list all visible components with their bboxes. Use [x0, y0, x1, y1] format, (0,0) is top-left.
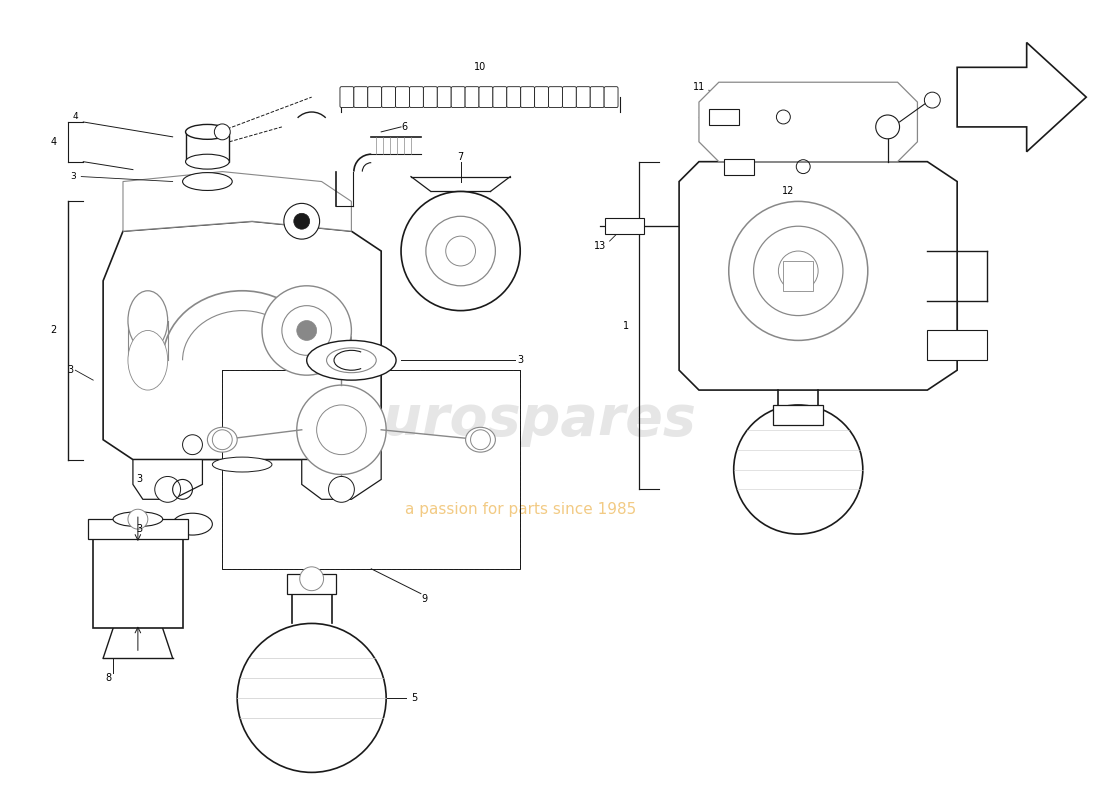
Text: 3: 3 — [517, 355, 524, 366]
FancyBboxPatch shape — [520, 86, 535, 107]
FancyBboxPatch shape — [724, 158, 754, 174]
Circle shape — [155, 477, 180, 502]
FancyBboxPatch shape — [465, 86, 478, 107]
Circle shape — [924, 92, 940, 108]
FancyBboxPatch shape — [367, 86, 382, 107]
Text: 11: 11 — [693, 82, 705, 92]
FancyBboxPatch shape — [186, 132, 229, 162]
FancyBboxPatch shape — [451, 86, 465, 107]
FancyBboxPatch shape — [382, 86, 396, 107]
FancyBboxPatch shape — [424, 86, 438, 107]
FancyBboxPatch shape — [409, 86, 424, 107]
Circle shape — [299, 567, 323, 590]
Circle shape — [402, 191, 520, 310]
Text: 3: 3 — [67, 366, 74, 375]
FancyBboxPatch shape — [783, 261, 813, 290]
FancyBboxPatch shape — [562, 86, 576, 107]
FancyBboxPatch shape — [708, 109, 739, 125]
FancyBboxPatch shape — [576, 86, 591, 107]
Text: 3: 3 — [136, 474, 143, 485]
Polygon shape — [301, 450, 382, 499]
Circle shape — [128, 510, 147, 529]
FancyBboxPatch shape — [94, 539, 183, 629]
Text: 3: 3 — [70, 172, 76, 181]
Ellipse shape — [212, 457, 272, 472]
Text: 2: 2 — [51, 326, 56, 335]
Circle shape — [734, 405, 862, 534]
Ellipse shape — [128, 290, 167, 350]
Circle shape — [471, 430, 491, 450]
Ellipse shape — [183, 173, 232, 190]
Polygon shape — [133, 459, 202, 499]
Ellipse shape — [186, 154, 229, 169]
FancyBboxPatch shape — [773, 405, 823, 425]
Circle shape — [329, 477, 354, 502]
Circle shape — [284, 203, 320, 239]
Text: 1: 1 — [624, 321, 629, 330]
FancyBboxPatch shape — [396, 86, 409, 107]
FancyBboxPatch shape — [478, 86, 493, 107]
Ellipse shape — [128, 330, 167, 390]
Polygon shape — [103, 222, 382, 459]
Text: 4: 4 — [73, 113, 78, 122]
FancyBboxPatch shape — [88, 519, 187, 539]
Ellipse shape — [307, 341, 396, 380]
Circle shape — [294, 214, 310, 229]
Polygon shape — [679, 162, 957, 390]
Circle shape — [754, 226, 843, 315]
Text: 12: 12 — [782, 186, 794, 197]
Text: 5: 5 — [411, 693, 417, 703]
FancyBboxPatch shape — [507, 86, 520, 107]
FancyBboxPatch shape — [605, 218, 645, 234]
Polygon shape — [698, 82, 917, 162]
FancyBboxPatch shape — [438, 86, 451, 107]
Ellipse shape — [113, 512, 163, 526]
Polygon shape — [123, 171, 351, 231]
FancyBboxPatch shape — [493, 86, 507, 107]
Polygon shape — [957, 42, 1087, 152]
Circle shape — [426, 216, 495, 286]
Circle shape — [214, 124, 230, 140]
Text: 6: 6 — [402, 122, 407, 132]
FancyBboxPatch shape — [549, 86, 562, 107]
Ellipse shape — [208, 427, 238, 452]
Text: 8: 8 — [104, 673, 111, 683]
Text: 3: 3 — [136, 524, 143, 534]
FancyBboxPatch shape — [340, 86, 354, 107]
Text: 13: 13 — [594, 241, 606, 251]
FancyBboxPatch shape — [535, 86, 549, 107]
Circle shape — [238, 623, 386, 772]
FancyBboxPatch shape — [287, 574, 337, 594]
Polygon shape — [927, 330, 987, 360]
Circle shape — [262, 286, 351, 375]
Circle shape — [212, 430, 232, 450]
Ellipse shape — [327, 348, 376, 373]
Text: eurospares: eurospares — [344, 393, 695, 447]
Text: 4: 4 — [51, 137, 56, 147]
Circle shape — [317, 405, 366, 454]
Circle shape — [297, 321, 317, 341]
Circle shape — [779, 251, 818, 290]
Circle shape — [282, 306, 331, 355]
Circle shape — [183, 434, 202, 454]
Circle shape — [728, 202, 868, 341]
Circle shape — [876, 115, 900, 139]
Text: a passion for parts since 1985: a passion for parts since 1985 — [405, 502, 636, 517]
FancyBboxPatch shape — [591, 86, 604, 107]
Text: 10: 10 — [474, 62, 486, 72]
Text: 7: 7 — [458, 152, 464, 162]
FancyBboxPatch shape — [604, 86, 618, 107]
FancyBboxPatch shape — [354, 86, 367, 107]
Circle shape — [446, 236, 475, 266]
Ellipse shape — [186, 125, 229, 139]
Circle shape — [297, 385, 386, 474]
Ellipse shape — [465, 427, 495, 452]
Text: 9: 9 — [421, 594, 427, 604]
